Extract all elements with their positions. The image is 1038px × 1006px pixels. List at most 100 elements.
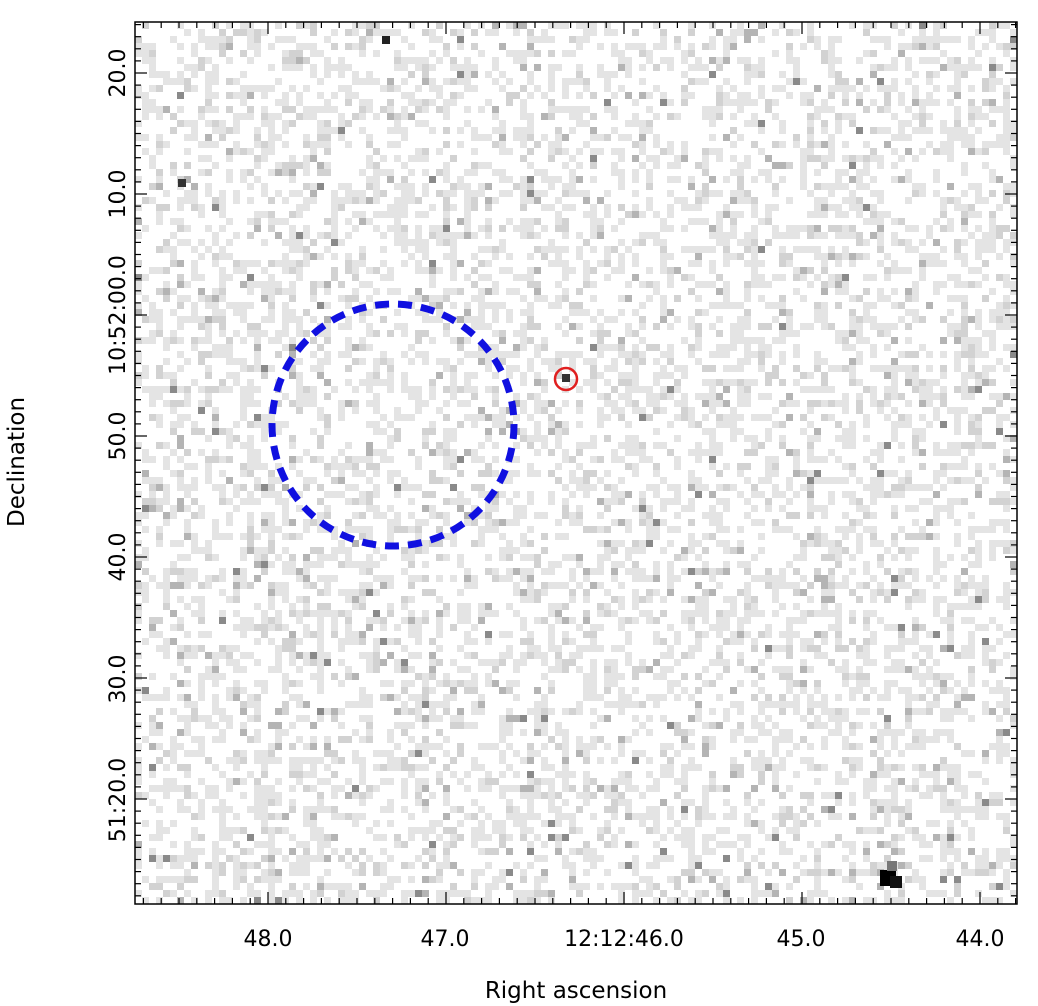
noise-pixel [345, 337, 352, 344]
noise-pixel [926, 631, 933, 638]
noise-pixel [212, 302, 219, 309]
noise-pixel [856, 540, 863, 547]
noise-pixel [268, 197, 275, 204]
noise-pixel [611, 491, 618, 498]
noise-pixel [513, 666, 520, 673]
noise-pixel [730, 330, 737, 337]
noise-pixel [842, 92, 849, 99]
noise-pixel [394, 484, 401, 491]
noise-pixel [674, 43, 681, 50]
noise-pixel [562, 134, 569, 141]
noise-pixel [506, 421, 513, 428]
noise-pixel [450, 386, 457, 393]
noise-pixel [870, 533, 877, 540]
noise-pixel [835, 603, 842, 610]
noise-pixel [282, 638, 289, 645]
noise-pixel [149, 393, 156, 400]
noise-pixel [779, 379, 786, 386]
noise-pixel [296, 386, 303, 393]
noise-pixel [408, 190, 415, 197]
noise-pixel [170, 169, 177, 176]
noise-pixel [576, 645, 583, 652]
noise-pixel [142, 477, 149, 484]
noise-pixel [261, 414, 268, 421]
noise-pixel [268, 43, 275, 50]
noise-pixel [912, 281, 919, 288]
noise-pixel [233, 267, 240, 274]
noise-pixel [226, 519, 233, 526]
noise-pixel [457, 358, 464, 365]
noise-pixel [912, 246, 919, 253]
noise-pixel [695, 309, 702, 316]
noise-pixel [835, 365, 842, 372]
noise-pixel [1003, 540, 1010, 547]
noise-pixel [758, 71, 765, 78]
noise-pixel [1003, 120, 1010, 127]
noise-pixel [436, 540, 443, 547]
noise-pixel [835, 554, 842, 561]
noise-pixel [450, 435, 457, 442]
noise-pixel [695, 337, 702, 344]
noise-pixel [723, 50, 730, 57]
noise-pixel [821, 638, 828, 645]
noise-pixel [576, 351, 583, 358]
noise-pixel [177, 386, 184, 393]
noise-pixel [240, 533, 247, 540]
noise-pixel [632, 540, 639, 547]
noise-pixel [982, 295, 989, 302]
noise-pixel [793, 617, 800, 624]
noise-pixel [618, 295, 625, 302]
noise-pixel [191, 568, 198, 575]
noise-pixel [555, 533, 562, 540]
noise-pixel [786, 673, 793, 680]
noise-pixel [968, 652, 975, 659]
noise-pixel [275, 162, 282, 169]
noise-pixel [569, 554, 576, 561]
noise-pixel [611, 568, 618, 575]
noise-pixel [436, 57, 443, 64]
noise-pixel [968, 638, 975, 645]
noise-pixel [261, 29, 268, 36]
noise-pixel [576, 176, 583, 183]
noise-pixel [758, 337, 765, 344]
noise-pixel [212, 295, 219, 302]
noise-pixel [233, 29, 240, 36]
noise-pixel [499, 120, 506, 127]
noise-pixel [863, 162, 870, 169]
noise-pixel [849, 155, 856, 162]
noise-pixel [275, 190, 282, 197]
noise-pixel [205, 316, 212, 323]
noise-pixel [387, 519, 394, 526]
noise-pixel [240, 113, 247, 120]
noise-pixel [415, 246, 422, 253]
noise-pixel [814, 470, 821, 477]
noise-pixel [849, 113, 856, 120]
noise-pixel [842, 365, 849, 372]
noise-pixel [527, 225, 534, 232]
noise-pixel [394, 64, 401, 71]
noise-pixel [324, 603, 331, 610]
noise-pixel [898, 316, 905, 323]
noise-pixel [583, 673, 590, 680]
noise-pixel [520, 652, 527, 659]
noise-pixel [422, 547, 429, 554]
noise-pixel [387, 386, 394, 393]
noise-pixel [471, 638, 478, 645]
noise-pixel [534, 449, 541, 456]
noise-pixel [765, 582, 772, 589]
noise-pixel [401, 239, 408, 246]
noise-pixel [940, 596, 947, 603]
noise-pixel [632, 666, 639, 673]
noise-pixel [415, 400, 422, 407]
noise-pixel [814, 533, 821, 540]
noise-pixel [184, 484, 191, 491]
noise-pixel [247, 29, 254, 36]
noise-pixel [387, 526, 394, 533]
noise-pixel [982, 477, 989, 484]
noise-pixel [394, 232, 401, 239]
noise-pixel [184, 568, 191, 575]
noise-pixel [324, 169, 331, 176]
noise-pixel [506, 78, 513, 85]
noise-pixel [177, 435, 184, 442]
noise-pixel [548, 624, 555, 631]
